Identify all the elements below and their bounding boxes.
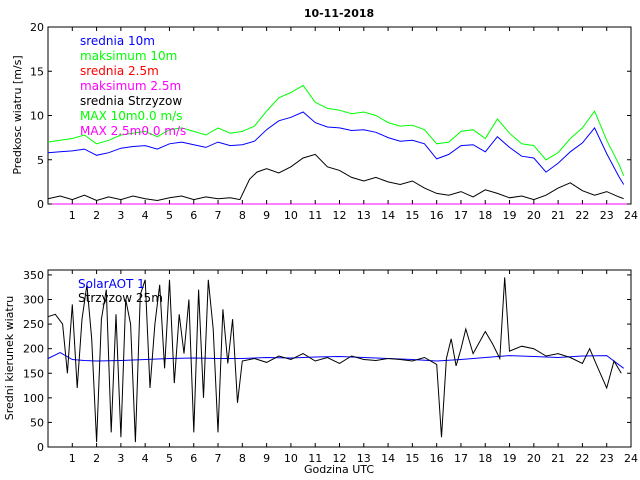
speed-x-tick-label: 12 — [333, 209, 347, 222]
direction-x-tick-label: 2 — [93, 452, 100, 465]
figure-title: 10-11-2018 — [304, 7, 374, 20]
direction-x-tick-label: 18 — [478, 452, 492, 465]
direction-x-tick-label: 10 — [284, 452, 298, 465]
direction-x-axis-label: Godzina UTC — [304, 463, 374, 476]
speed-y-tick-label: 5 — [37, 154, 44, 167]
speed-x-tick-label: 14 — [381, 209, 395, 222]
speed-x-tick-label: 20 — [527, 209, 541, 222]
speed-x-tick-label: 8 — [239, 209, 246, 222]
direction-series-group — [47, 277, 624, 443]
speed-x-tick-label: 21 — [551, 209, 565, 222]
direction-x-tick-label: 16 — [430, 452, 444, 465]
direction-x-tick-label: 5 — [166, 452, 173, 465]
speed-x-tick-label: 24 — [624, 209, 638, 222]
speed-y-tick-label: 10 — [30, 110, 44, 123]
speed-legend-entry: maksimum 2.5m — [80, 79, 181, 93]
speed-series-maksimum-10m — [47, 84, 625, 176]
direction-x-tick-label: 20 — [527, 452, 541, 465]
direction-legend-entry: SolarAOT 1 — [78, 277, 145, 291]
speed-chart: 1 2 3 4 5 6 7 8 9 10 11 12 13 14 15 16 17 18 19 20 21 22 23 240… — [11, 21, 638, 222]
speed-x-tick-label: 9 — [263, 209, 270, 222]
speed-legend-entry: MAX 2.5m0.0 m/s — [80, 124, 186, 138]
direction-x-tick-label: 14 — [381, 452, 395, 465]
direction-series-strzyzow-25m — [47, 277, 622, 443]
speed-series-srednia-10m — [47, 111, 625, 185]
direction-y-axis-label: Sredni kierunek wiatru — [3, 296, 16, 420]
direction-x-tick-label: 3 — [117, 452, 124, 465]
direction-x-tick-label: 19 — [503, 452, 517, 465]
direction-y-tick-label: 250 — [23, 318, 44, 331]
direction-x-tick-label: 6 — [190, 452, 197, 465]
speed-x-tick-label: 7 — [215, 209, 222, 222]
speed-series-srednia-strzyzow — [47, 153, 624, 202]
speed-legend-entry: srednia 10m — [80, 34, 155, 48]
direction-x-tick-label: 9 — [263, 452, 270, 465]
direction-x-tick-label: 8 — [239, 452, 246, 465]
direction-y-tick-label: 50 — [30, 416, 44, 429]
direction-y-tick-label: 150 — [23, 367, 44, 380]
speed-y-axis-label: Predkosc wiatru [m/s] — [11, 55, 24, 174]
speed-x-tick-label: 16 — [430, 209, 444, 222]
direction-y-tick-label: 200 — [23, 343, 44, 356]
speed-x-tick-label: 1 — [69, 209, 76, 222]
direction-y-tick-label: 100 — [23, 392, 44, 405]
direction-y-tick-label: 0 — [37, 441, 44, 454]
direction-x-tick-label: 12 — [333, 452, 347, 465]
speed-x-tick-label: 10 — [284, 209, 298, 222]
speed-axes: 1 2 3 4 5 6 7 8 9 10 11 12 13 14 15 16 17 18 19 20 21 22 23 240… — [30, 21, 638, 222]
direction-y-tick-label: 300 — [23, 294, 44, 307]
direction-x-tick-label: 11 — [308, 452, 322, 465]
direction-x-tick-label: 4 — [142, 452, 149, 465]
speed-y-tick-label: 15 — [30, 65, 44, 78]
direction-x-tick-label: 7 — [215, 452, 222, 465]
direction-x-tick-label: 23 — [600, 452, 614, 465]
speed-y-tick-label: 0 — [37, 198, 44, 211]
speed-x-tick-label: 6 — [190, 209, 197, 222]
direction-x-tick-label: 22 — [575, 452, 589, 465]
speed-x-tick-label: 19 — [503, 209, 517, 222]
direction-chart: 1 2 3 4 5 6 7 8 9 10 11 12 13 14 15 16 17 18 19 20 21 22 23 240… — [3, 269, 638, 476]
speed-legend-entry: srednia 2.5m — [80, 64, 159, 78]
direction-x-tick-label: 24 — [624, 452, 638, 465]
direction-legend-entry: Strzyzow 25m — [78, 291, 163, 305]
speed-x-tick-label: 3 — [117, 209, 124, 222]
speed-x-tick-label: 4 — [142, 209, 149, 222]
speed-x-tick-label: 18 — [478, 209, 492, 222]
speed-x-tick-label: 5 — [166, 209, 173, 222]
direction-series-solaraot-1 — [47, 352, 624, 369]
speed-y-tick-label: 20 — [30, 21, 44, 34]
speed-legend-entry: maksimum 10m — [80, 49, 177, 63]
speed-x-tick-label: 15 — [405, 209, 419, 222]
direction-x-tick-label: 13 — [357, 452, 371, 465]
speed-x-tick-label: 22 — [575, 209, 589, 222]
direction-y-tick-label: 350 — [23, 269, 44, 282]
speed-x-tick-label: 13 — [357, 209, 371, 222]
speed-x-tick-label: 23 — [600, 209, 614, 222]
direction-x-tick-label: 15 — [405, 452, 419, 465]
speed-legend-entry: MAX 10m0.0 m/s — [80, 109, 182, 123]
speed-x-tick-label: 2 — [93, 209, 100, 222]
speed-x-tick-label: 11 — [308, 209, 322, 222]
direction-x-tick-label: 17 — [454, 452, 468, 465]
direction-axes: 1 2 3 4 5 6 7 8 9 10 11 12 13 14 15 16 17 18 19 20 21 22 23 240… — [23, 269, 638, 465]
speed-x-tick-label: 17 — [454, 209, 468, 222]
direction-x-tick-label: 21 — [551, 452, 565, 465]
direction-x-tick-label: 1 — [69, 452, 76, 465]
speed-legend-entry: srednia Strzyzow — [80, 94, 182, 108]
